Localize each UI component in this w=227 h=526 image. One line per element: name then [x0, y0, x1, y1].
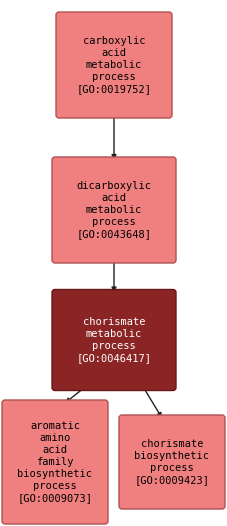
FancyBboxPatch shape — [56, 12, 171, 118]
FancyBboxPatch shape — [118, 415, 224, 509]
FancyBboxPatch shape — [52, 289, 175, 390]
FancyBboxPatch shape — [52, 157, 175, 263]
FancyBboxPatch shape — [2, 400, 108, 524]
Text: dicarboxylic
acid
metabolic
process
[GO:0043648]: dicarboxylic acid metabolic process [GO:… — [76, 181, 151, 239]
Text: chorismate
metabolic
process
[GO:0046417]: chorismate metabolic process [GO:0046417… — [76, 317, 151, 363]
Text: aromatic
amino
acid
family
biosynthetic
process
[GO:0009073]: aromatic amino acid family biosynthetic … — [17, 421, 92, 503]
Text: carboxylic
acid
metabolic
process
[GO:0019752]: carboxylic acid metabolic process [GO:00… — [76, 36, 151, 94]
Text: chorismate
biosynthetic
process
[GO:0009423]: chorismate biosynthetic process [GO:0009… — [134, 439, 209, 485]
